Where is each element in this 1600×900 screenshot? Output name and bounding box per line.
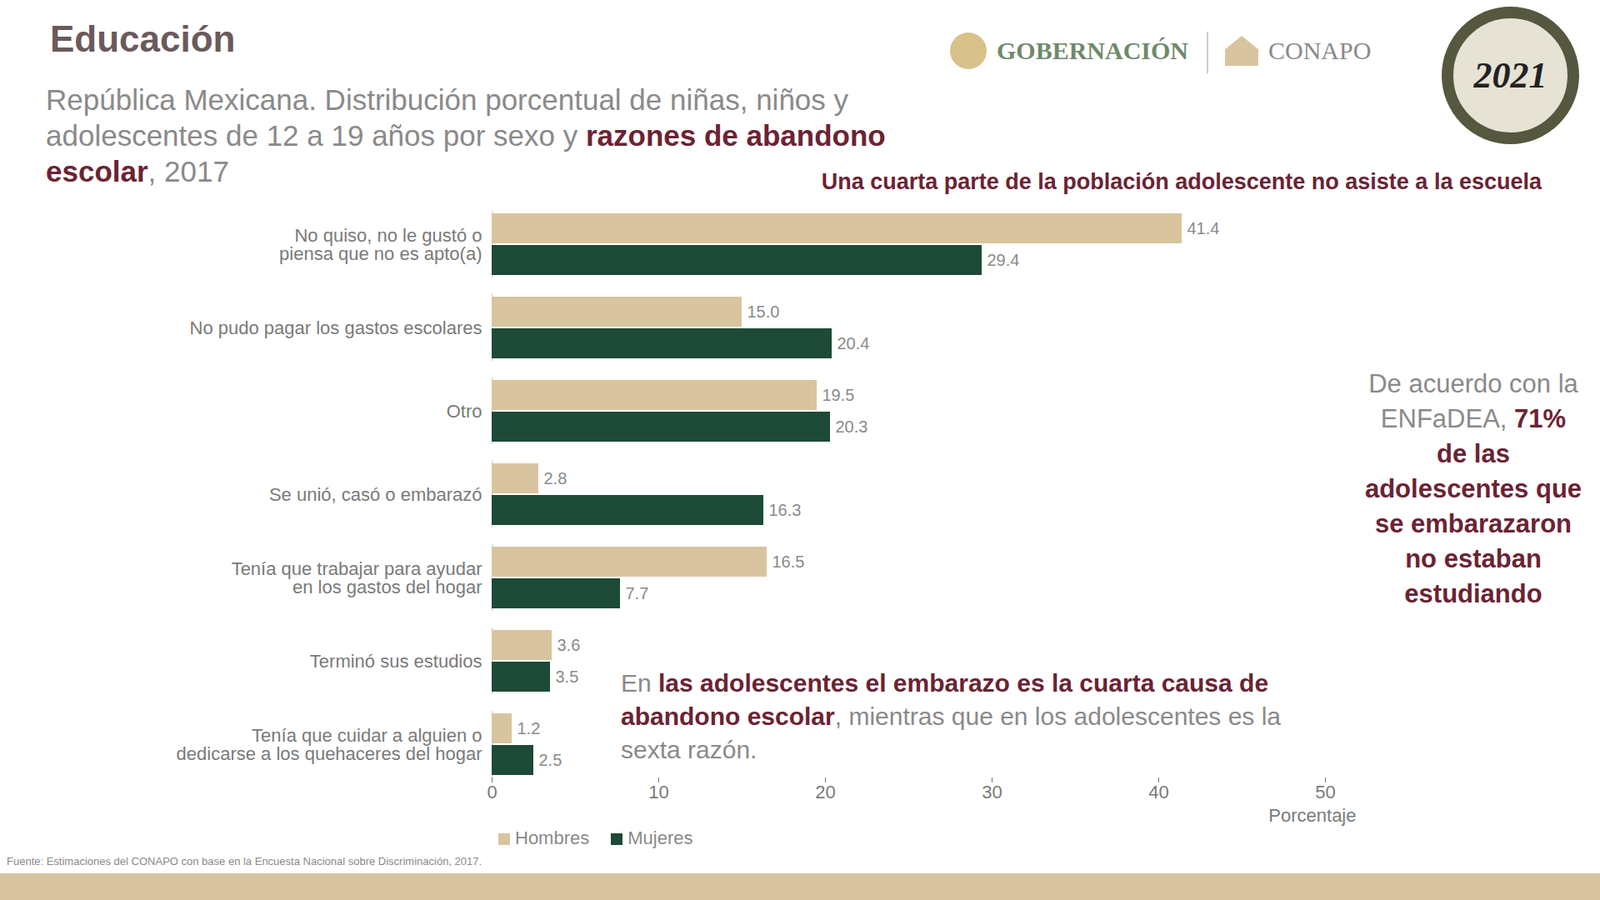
- svg-text:2.5: 2.5: [539, 750, 563, 770]
- svg-text:Se unió, casó o embarazó: Se unió, casó o embarazó: [269, 484, 483, 505]
- html-text:Fuente: Estimaciones del CONAP: Fuente: Estimaciones del CONAPO con base…: [6, 855, 482, 868]
- svg-text:16.5: 16.5: [772, 552, 805, 571]
- svg-text:20.3: 20.3: [835, 417, 869, 436]
- svg-text:40: 40: [1148, 781, 1169, 803]
- svg-text:Otro: Otro: [446, 400, 483, 422]
- html-text:Una cuarta parte de la poblaci: Una cuarta parte de la población adolesc…: [821, 169, 1542, 195]
- svg-text:29.4: 29.4: [987, 250, 1020, 270]
- svg-text:Tenía que trabajar para ayudar: Tenía que trabajar para ayudaren los gas…: [231, 558, 483, 598]
- svg-text:10: 10: [648, 781, 669, 803]
- svg-text:20.4: 20.4: [837, 334, 870, 353]
- html-text:De acuerdo con la ENFaDEA, 71%: De acuerdo con la ENFaDEA, 71% de las ad…: [1364, 369, 1582, 609]
- html-text:En las adolescentes el embaraz: En las adolescentes el embarazo es la cu…: [620, 669, 1281, 764]
- svg-text:No quiso, no le gustó opiensa: No quiso, no le gustó opiensa que no es …: [279, 225, 482, 265]
- html-text:2021: 2021: [1473, 55, 1548, 96]
- html-text:Hombres: Hombres: [515, 827, 590, 849]
- svg-text:7.7: 7.7: [625, 584, 650, 603]
- svg-text:3.6: 3.6: [557, 635, 581, 655]
- svg-text:50: 50: [1315, 781, 1335, 803]
- svg-text:1.2: 1.2: [517, 719, 541, 738]
- svg-text:0: 0: [486, 781, 497, 803]
- svg-text:No pudo pagar los gastos escol: No pudo pagar los gastos escolares: [190, 317, 483, 339]
- svg-text:19.5: 19.5: [822, 385, 855, 405]
- svg-text:Porcentaje: Porcentaje: [1268, 805, 1356, 826]
- html-text:CONAPO: CONAPO: [1268, 36, 1372, 65]
- html-text:República Mexicana. Distribuci: República Mexicana. Distribución porcent…: [45, 83, 886, 188]
- svg-text:30: 30: [981, 781, 1002, 803]
- svg-text:41.4: 41.4: [1187, 219, 1220, 238]
- svg-text:15.0: 15.0: [747, 302, 780, 321]
- html-text:GOBERNACIÓN: GOBERNACIÓN: [996, 36, 1189, 65]
- svg-text:20: 20: [815, 781, 835, 803]
- svg-text:Tenía que cuidar a alguien ode: Tenía que cuidar a alguien odedicarse a …: [176, 725, 483, 765]
- svg-text:Terminó sus estudios: Terminó sus estudios: [310, 650, 483, 672]
- html-text:Mujeres: Mujeres: [627, 827, 693, 849]
- svg-text:3.5: 3.5: [555, 667, 580, 686]
- svg-text:2.8: 2.8: [544, 469, 568, 488]
- svg-text:16.3: 16.3: [769, 500, 802, 520]
- html-text:Educación: Educación: [50, 18, 236, 60]
